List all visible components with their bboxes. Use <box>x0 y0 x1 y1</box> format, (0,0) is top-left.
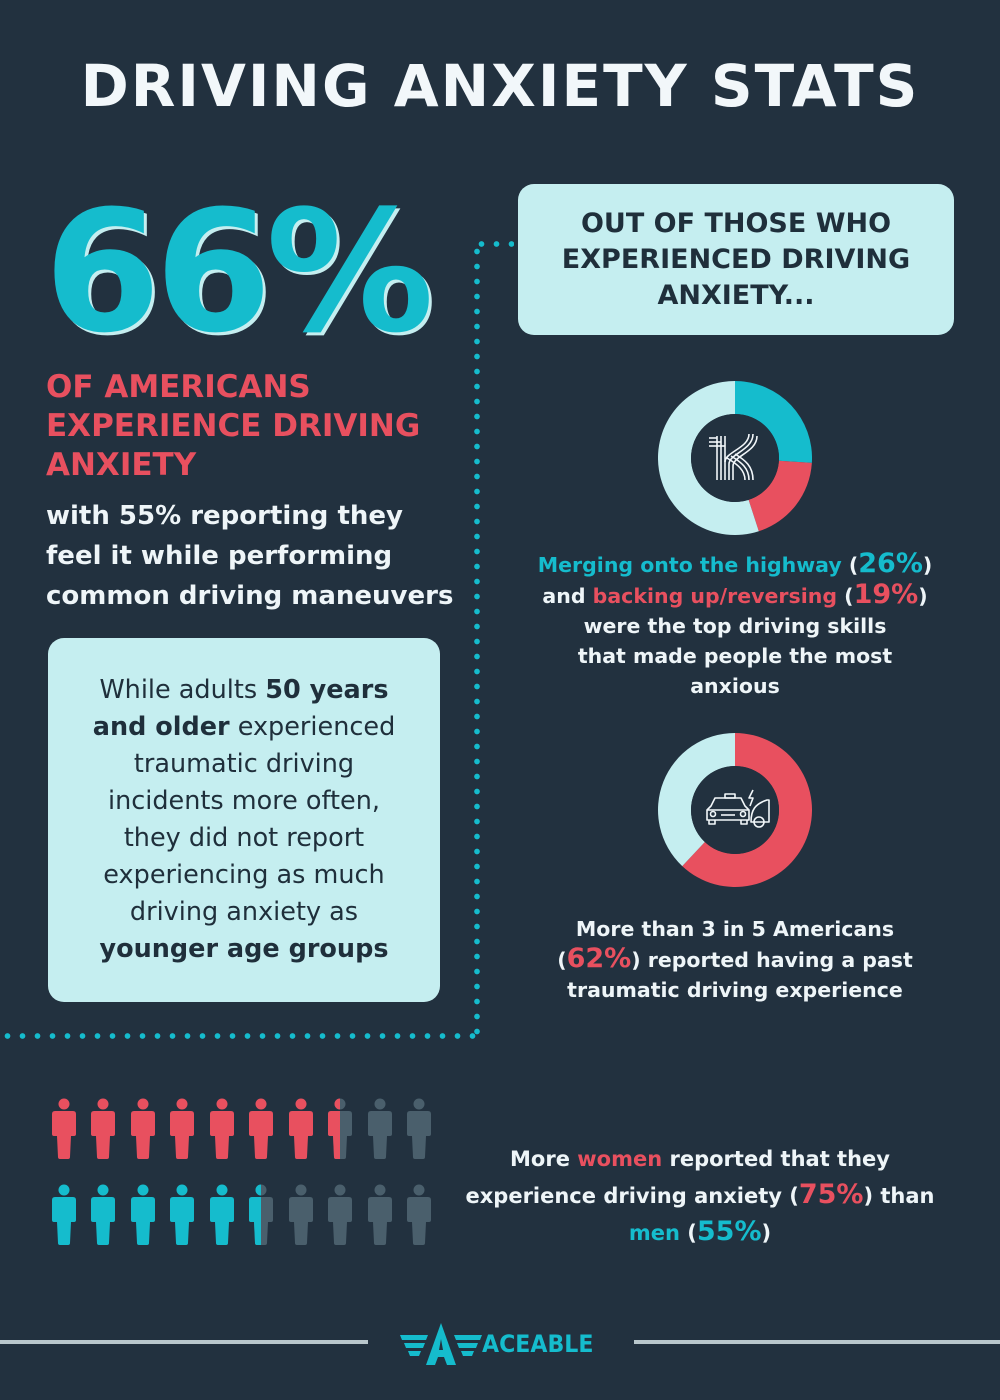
age-text-part: While adults <box>99 675 266 705</box>
person-icon <box>360 1098 400 1162</box>
women-pictogram-row <box>44 1098 439 1162</box>
main-stat-headline: OF AMERICANS EXPERIENCE DRIVING ANXIETY <box>46 369 421 483</box>
person-icon <box>123 1098 163 1162</box>
dotted-connector-bottom <box>0 1033 480 1039</box>
person-icon <box>123 1184 163 1248</box>
traumatic-line1: More than 3 in 5 Americans <box>575 917 895 941</box>
main-stat-subtext: with 55% reporting they feel it while pe… <box>46 501 454 611</box>
person-icon <box>242 1098 282 1162</box>
paren: ( <box>679 1221 697 1245</box>
traumatic-rest-text: ) reported having a past traumatic drivi… <box>567 948 913 1002</box>
men-percent: 55% <box>696 1216 762 1247</box>
traumatic-donut-chart <box>658 733 813 887</box>
paren: ( <box>837 584 854 608</box>
aceable-logo: ACEABLE <box>398 1320 608 1368</box>
highway-merge-icon <box>709 433 758 481</box>
footer-divider-right <box>634 1340 1000 1344</box>
gender-caption: More women reported that they experience… <box>450 1141 950 1251</box>
aceable-wings-a-logo <box>400 1323 482 1365</box>
paren: ) <box>918 584 928 608</box>
paren: ( <box>841 553 859 577</box>
women-label: women <box>577 1147 663 1171</box>
person-icon <box>44 1184 84 1248</box>
gender-text: reported that they experience driving an… <box>465 1147 890 1208</box>
person-icon <box>281 1098 321 1162</box>
person-icon <box>281 1184 321 1248</box>
person-icon <box>400 1184 440 1248</box>
paren: ) <box>922 553 933 577</box>
logo-text: ACEABLE <box>482 1330 594 1358</box>
section-header-box: OUT OF THOSE WHO EXPERIENCED DRIVING ANX… <box>518 184 954 335</box>
age-text-bold: younger age groups <box>99 934 389 964</box>
paren: ) <box>761 1221 772 1245</box>
person-icon <box>400 1098 440 1162</box>
person-icon <box>84 1184 124 1248</box>
person-icon-half <box>321 1098 361 1162</box>
person-icon <box>163 1098 203 1162</box>
main-stat-value: 66% <box>44 174 434 370</box>
section-header-text: OUT OF THOSE WHO EXPERIENCED DRIVING ANX… <box>561 207 911 311</box>
footer-divider-left <box>0 1340 368 1344</box>
merging-percent: 26% <box>858 548 923 579</box>
women-percent: 75% <box>798 1179 864 1210</box>
page-title: DRIVING ANXIETY STATS <box>80 52 920 120</box>
backing-label: backing up/reversing <box>592 584 838 608</box>
maneuvers-donut-chart <box>657 381 813 535</box>
age-insight-text: While adults 50 years and older experien… <box>78 672 410 968</box>
person-icon <box>360 1184 400 1248</box>
merging-label: Merging onto the highway <box>537 553 842 577</box>
person-icon <box>163 1184 203 1248</box>
person-icon <box>202 1098 242 1162</box>
person-icon <box>84 1098 124 1162</box>
men-pictogram-row <box>44 1184 439 1248</box>
age-insight-box: While adults 50 years and older experien… <box>48 638 440 1002</box>
person-icon <box>44 1098 84 1162</box>
dotted-connector-top <box>474 241 514 247</box>
gender-text: More <box>510 1147 578 1171</box>
dotted-connector-vertical <box>474 244 480 1036</box>
men-label: men <box>628 1221 680 1245</box>
person-icon-half <box>242 1184 282 1248</box>
maneuvers-rest-text: were the top driving skills that made pe… <box>577 614 893 698</box>
paren: ( <box>557 948 567 972</box>
person-icon <box>202 1184 242 1248</box>
person-icon <box>321 1184 361 1248</box>
maneuvers-caption: Merging onto the highway (26%) and backi… <box>530 549 940 701</box>
connector-text: and <box>542 584 593 608</box>
car-crash-icon <box>706 789 770 828</box>
traumatic-percent: 62% <box>566 943 632 974</box>
age-text-part: experienced traumatic driving incidents … <box>103 712 396 927</box>
age-text-bold: 50 years and older <box>92 675 389 742</box>
traumatic-caption: More than 3 in 5 Americans (62%) reporte… <box>540 914 930 1005</box>
gender-text: ) than <box>863 1184 935 1208</box>
backing-percent: 19% <box>853 579 919 610</box>
